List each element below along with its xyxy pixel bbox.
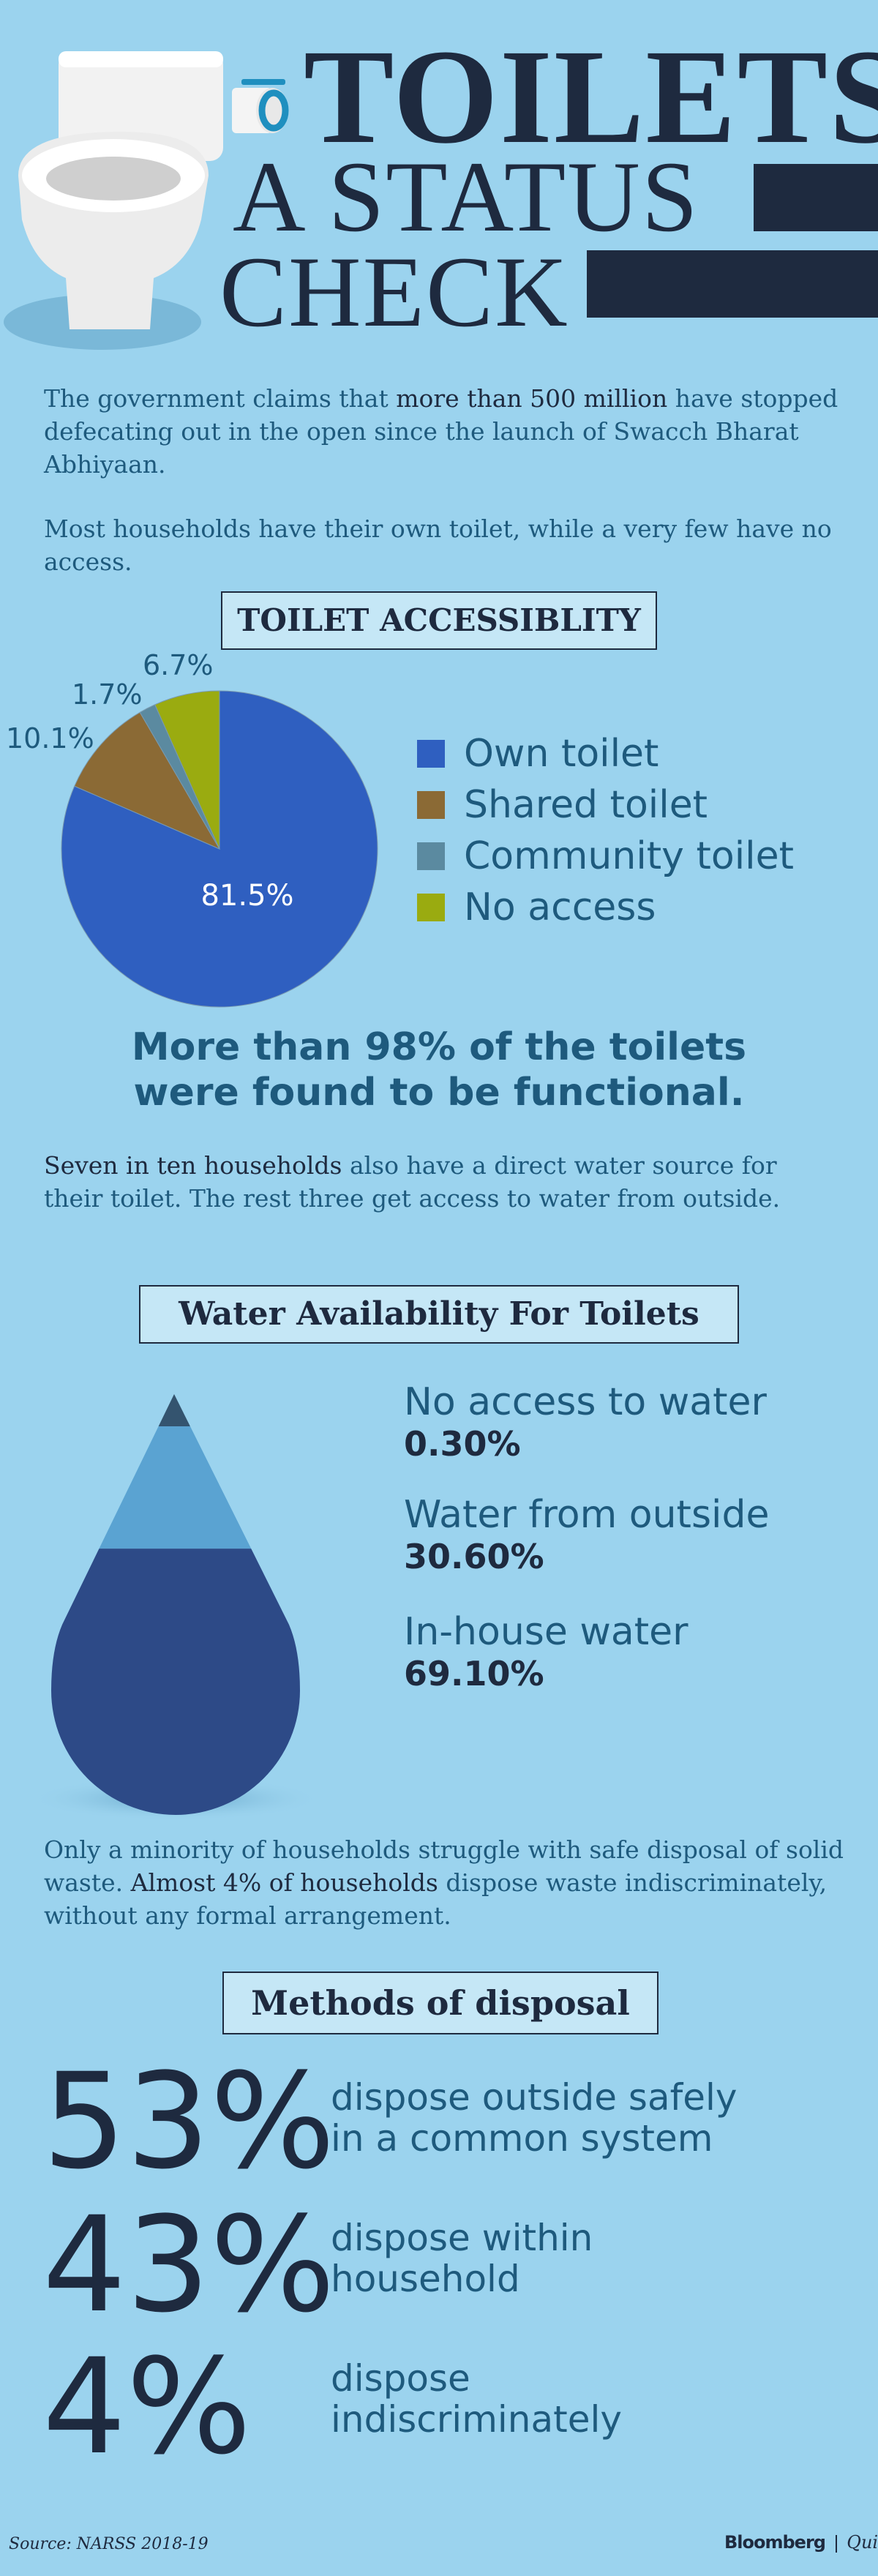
drop-band-inhouse — [51, 1549, 300, 1815]
pie-slice-shared — [74, 711, 221, 850]
water-value-inhouse: 69.10% — [404, 1654, 544, 1693]
water-drop-chart — [29, 1394, 322, 1821]
functional-line-2: were found to be functional. — [133, 1071, 745, 1115]
pie-chart: 81.5% 10.1% 1.7% 6.7% — [6, 649, 378, 1008]
legend-label-none: No access — [464, 886, 656, 929]
title-line-1: TOILETS — [304, 22, 878, 172]
legend-swatch-community — [417, 842, 445, 870]
title-bar-1 — [754, 164, 878, 231]
title-bar-2 — [587, 250, 878, 318]
disposal-desc-2: dispose within household — [331, 2217, 593, 2300]
legend-label-own: Own toilet — [464, 732, 659, 776]
water-label-none: No access to water — [404, 1380, 767, 1424]
drop-band-none — [51, 1394, 300, 1426]
disposal-desc-1: dispose outside safely in a common system — [331, 2076, 738, 2160]
pie-legend: Own toilet Shared toilet Community toile… — [417, 728, 794, 933]
water-note: Seven in ten households also have a dire… — [44, 1151, 781, 1213]
water-item-outside: Water from outside 30.60% — [404, 1493, 769, 1576]
section-title-accessibility: TOILET ACCESSIBLITY — [221, 591, 657, 650]
legend-swatch-none — [417, 894, 445, 921]
disposal-value-2: 43% — [42, 2189, 336, 2342]
pie-label-own: 81.5% — [200, 879, 293, 913]
disposal-desc-3: dispose indiscriminately — [331, 2357, 622, 2441]
disposal-value-1: 53% — [42, 2045, 336, 2198]
pie-label-none: 6.7% — [143, 649, 214, 681]
brand-logo: Bloomberg Quint — [724, 2532, 878, 2553]
intro-paragraph-2: Most households have their own toilet, w… — [44, 514, 832, 576]
water-item-none: No access to water 0.30% — [404, 1380, 767, 1464]
intro-paragraph-1: The government claims that more than 500… — [44, 384, 838, 479]
section-title-disposal: Methods of disposal — [222, 1972, 658, 2034]
toilet-paper-icon — [232, 79, 289, 133]
toilet-icon — [4, 51, 223, 350]
water-value-outside: 30.60% — [404, 1537, 544, 1576]
functional-note: More than 98% of the toilets were found … — [0, 1025, 878, 1115]
legend-swatch-own — [417, 740, 445, 768]
legend-label-community: Community toilet — [464, 834, 794, 878]
source-note: Source: NARSS 2018-19 — [9, 2535, 209, 2553]
pie-label-shared: 10.1% — [6, 722, 94, 755]
legend-swatch-shared — [417, 791, 445, 819]
legend-item-community: Community toilet — [417, 831, 794, 882]
disposal-value-3: 4% — [42, 2331, 252, 2484]
pie-label-community: 1.7% — [72, 678, 143, 711]
water-label-inhouse: In-house water — [404, 1610, 688, 1654]
header: TOILETS A STATUS CHECK — [0, 0, 878, 351]
legend-label-shared: Shared toilet — [464, 783, 708, 827]
functional-line-1: More than 98% of the toilets — [131, 1025, 747, 1069]
brand-quint: Quint — [847, 2532, 878, 2553]
title-line-3: CHECK — [220, 236, 569, 348]
water-item-inhouse: In-house water 69.10% — [404, 1610, 688, 1693]
water-value-none: 0.30% — [404, 1424, 521, 1464]
legend-item-shared: Shared toilet — [417, 779, 794, 831]
legend-item-none: No access — [417, 882, 794, 933]
title-line-2: A STATUS — [233, 141, 699, 252]
pie-slice-none — [154, 690, 220, 850]
water-label-outside: Water from outside — [404, 1493, 770, 1537]
brand-bloomberg: Bloomberg — [724, 2532, 826, 2553]
brand-divider — [835, 2534, 837, 2553]
waste-note: Only a minority of households struggle w… — [44, 1835, 844, 1930]
legend-item-own: Own toilet — [417, 728, 794, 779]
section-title-water: Water Availability For Toilets — [139, 1285, 739, 1344]
drop-band-outside — [51, 1426, 300, 1549]
